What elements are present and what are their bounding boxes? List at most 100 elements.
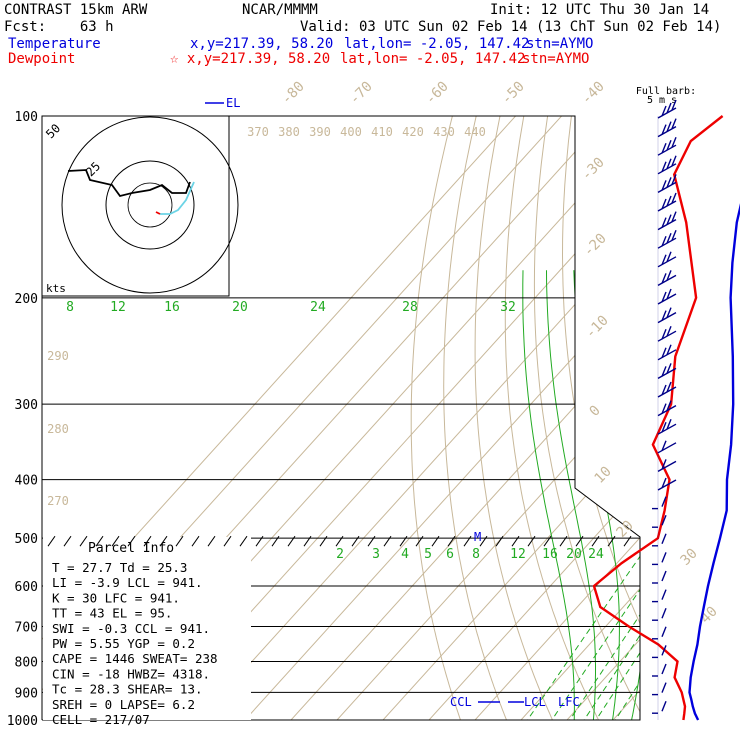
wind-barb-flag — [666, 121, 672, 132]
wind-barb-flag — [666, 139, 672, 151]
mixing-upper-label: 24 — [310, 300, 326, 315]
mixing-upper-label: 16 — [164, 300, 180, 315]
wind-barb-flag — [661, 477, 667, 489]
wind-barb-flag — [666, 344, 672, 356]
pressure-label: 300 — [15, 398, 38, 413]
wind-barb-flag — [666, 418, 672, 430]
temperature-legend: Temperature — [8, 36, 101, 52]
hodo-ring — [105, 160, 195, 250]
wind-barb-flag — [666, 363, 672, 374]
wind-barb-flag — [666, 232, 672, 244]
hatch-mark — [127, 535, 136, 547]
parcel-info-row: TT = 43 EL = 95. — [52, 606, 172, 621]
dry-adiabat-line — [504, 116, 606, 720]
wind-barb-flag — [661, 124, 667, 135]
parcel-info-row: SREH = 0 LAPSE= 6.2 — [52, 697, 195, 712]
isotherm-label: -40 — [579, 79, 608, 108]
mixing-ratio-line — [606, 537, 640, 720]
theta-label: 380 — [278, 125, 300, 139]
theta-side-label: 290 — [47, 349, 69, 363]
wind-barb-staff — [657, 460, 677, 473]
dry-adiabat-line — [410, 116, 466, 720]
hatch-mark — [479, 535, 488, 547]
theta-label: 440 — [464, 125, 486, 139]
wind-barb-flag — [671, 118, 677, 129]
mixing-lower-label: 8 — [472, 547, 480, 562]
theta-label: 420 — [402, 125, 424, 139]
dewpoint-latlon: lat,lon= -2.05, 147.42 — [340, 51, 526, 67]
mixing-lower-label: 4 — [401, 547, 409, 562]
hatch-mark — [447, 535, 456, 547]
wind-barb-flag — [666, 102, 672, 114]
dry-adiabat-line — [443, 116, 513, 720]
hodo-ring — [61, 116, 239, 294]
wind-barb-flag — [661, 514, 667, 526]
mixing-ratio-line — [673, 538, 740, 733]
wind-barb-flag — [661, 589, 667, 600]
isotherm-label: -20 — [581, 231, 610, 260]
hatch-mark — [575, 535, 584, 547]
dry-adiabat-line — [642, 88, 740, 732]
wind-barb-flag — [661, 700, 667, 712]
isotherm-line — [325, 116, 640, 720]
theta-label: 400 — [340, 125, 362, 139]
wind-barb-flag — [661, 347, 667, 359]
isotherm-line — [187, 116, 640, 720]
isotherm-line — [555, 116, 640, 720]
hatch-mark — [271, 535, 280, 547]
dewpoint-profile — [592, 115, 724, 721]
parcel-info-row: K = 30 LFC = 941. — [52, 590, 180, 605]
wind-barb-flag — [661, 421, 667, 433]
hatch-mark — [255, 535, 264, 547]
parcel-info-title: Parcel Info — [88, 541, 174, 556]
isotherm-label: -80 — [279, 79, 308, 108]
hatch-mark — [319, 535, 328, 547]
wind-barb-flag — [661, 459, 667, 470]
mixing-ratio-line — [587, 537, 640, 720]
hatch-mark — [527, 535, 536, 547]
hodo-ring-inner — [127, 182, 173, 228]
mixing-lower-label: 20 — [566, 547, 582, 562]
isotherm-label: -60 — [423, 79, 452, 108]
dewpoint-station: stn=AYMO — [522, 51, 590, 67]
theta-label: 390 — [309, 125, 331, 139]
isotherm-line — [233, 116, 640, 720]
pressure-label: 400 — [15, 474, 38, 489]
wind-barb-flag — [671, 229, 677, 241]
wind-barb-flag — [661, 384, 667, 396]
parcel-info-row: Tc = 28.3 SHEAR= 13. — [52, 682, 203, 697]
hatch-mark — [63, 535, 72, 547]
moist-adiabat-line — [522, 270, 575, 720]
hatch-mark — [351, 535, 360, 547]
parcel-info-box — [43, 537, 251, 720]
hatch-mark — [79, 535, 88, 547]
mixing-upper-label: 20 — [232, 300, 248, 315]
wind-barb-flag — [661, 366, 667, 377]
hatch-mark — [367, 535, 376, 547]
isotherm-label: 0 — [587, 403, 604, 420]
wind-barb-flag — [671, 192, 677, 204]
lcl-label: LCL — [524, 695, 546, 709]
pressure-label: 900 — [15, 686, 38, 701]
wind-barb-flag — [666, 270, 672, 281]
moist-adiabat-line — [721, 270, 740, 733]
isotherm-label: 30 — [678, 546, 701, 569]
model-title: CONTRAST 15km ARW — [4, 2, 148, 18]
wind-barb-flag — [666, 195, 672, 207]
pressure-label: 200 — [15, 292, 38, 307]
wind-barb-flag — [671, 211, 677, 222]
mixing-upper-label: 32 — [500, 300, 516, 315]
dewpoint-legend: Dewpoint — [8, 51, 76, 67]
hatch-mark — [543, 535, 552, 547]
hatch-mark — [559, 535, 568, 547]
wind-barb-flag — [661, 310, 667, 321]
wind-barb-flag — [661, 533, 667, 545]
wind-barb-flag — [661, 142, 667, 154]
hodo-trace-surface — [155, 211, 161, 215]
hatch-mark — [463, 535, 472, 547]
wind-barb-flag — [661, 570, 667, 582]
pressure-label: 800 — [15, 655, 38, 670]
wind-barb-flag — [661, 496, 667, 507]
hatch-mark — [431, 535, 440, 547]
isotherm-label: -70 — [347, 79, 376, 108]
